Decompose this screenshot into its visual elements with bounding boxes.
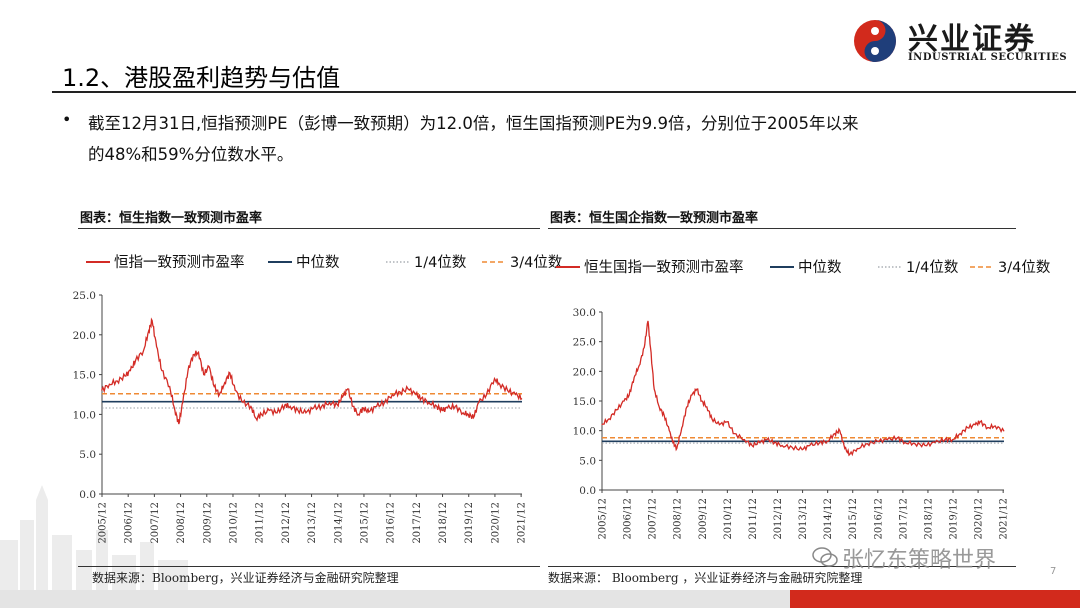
y-tick-label: 10.0 xyxy=(73,409,96,421)
x-tick-label: 2014/12 xyxy=(823,498,834,540)
legend-median-label: 中位数 xyxy=(296,254,340,271)
chart-2-top-rule xyxy=(548,228,1016,229)
x-tick-label: 2019/12 xyxy=(464,502,475,544)
x-tick-label: 2015/12 xyxy=(848,498,859,540)
skyline-decoration xyxy=(0,485,188,590)
y-tick-label: 15.0 xyxy=(573,396,596,408)
y-tick-label: 0.0 xyxy=(79,489,96,501)
x-tick-label: 2012/12 xyxy=(773,498,784,540)
y-tick-label: 5.0 xyxy=(79,449,96,461)
x-tick-label: 2010/12 xyxy=(723,498,734,540)
wechat-icon xyxy=(812,547,838,567)
chart-2-bottom-rule xyxy=(548,566,1016,567)
chart-1: 0.0 5.0 10.0 15.0 20.0 25.0 2005/12 2006/12 2007… xyxy=(73,254,563,544)
x-tick-label: 2011/12 xyxy=(255,502,266,544)
brand-name-en: INDUSTRIAL SECURITIES xyxy=(908,52,1068,63)
x-tick-label: 2018/12 xyxy=(438,502,449,544)
x-tick-label: 2006/12 xyxy=(623,498,634,540)
page-number: 7 xyxy=(1050,566,1057,577)
series-line xyxy=(101,317,523,425)
y-tick-label: 30.0 xyxy=(573,307,596,319)
y-tick-label: 25.0 xyxy=(573,337,596,349)
legend-q3-label: 3/4位数 xyxy=(510,254,563,271)
x-tick-label: 2009/12 xyxy=(202,502,213,544)
chart-2: 0.0 5.0 10.0 15.0 20.0 25.0 30.0 2005/12 2006/12… xyxy=(556,259,1051,540)
x-tick-label: 2005/12 xyxy=(597,498,608,540)
brand-name-cn: 兴业证券 xyxy=(908,22,1036,57)
legend-series-label: 恒生国指一致预测市盈率 xyxy=(584,259,744,276)
x-tick-label: 2020/12 xyxy=(490,502,501,544)
legend-q1-label: 1/4位数 xyxy=(414,254,467,271)
legend-q3-label: 3/4位数 xyxy=(998,259,1051,276)
x-tick-label: 2020/12 xyxy=(974,498,985,540)
chart-1-source: 数据来源：Bloomberg，兴业证券经济与金融研究院整理 xyxy=(92,571,399,585)
y-tick-label: 0.0 xyxy=(579,485,596,497)
x-tick-label: 2006/12 xyxy=(124,502,135,544)
x-tick-label: 2018/12 xyxy=(923,498,934,540)
x-tick-label: 2008/12 xyxy=(673,498,684,540)
legend-median-label: 中位数 xyxy=(798,259,842,276)
legend-series-label: 恒指一致预测市盈率 xyxy=(114,254,245,271)
bullet-text: 截至12月31日,恒指预测PE（彭博一致预期）为12.0倍，恒生国指预测PE为9… xyxy=(88,108,1028,170)
x-tick-label: 2016/12 xyxy=(873,498,884,540)
x-tick-label: 2017/12 xyxy=(412,502,423,544)
bullet-line-2: 的48%和59%分位数水平。 xyxy=(88,145,294,164)
bullet-marker: • xyxy=(62,110,72,129)
chart-1-title: 图表：恒生指数一致预测市盈率 xyxy=(80,211,263,226)
y-tick-label: 20.0 xyxy=(573,366,596,378)
x-tick-label: 2012/12 xyxy=(281,502,292,544)
x-tick-label: 2017/12 xyxy=(898,498,909,540)
watermark-text: 张忆东策略世界 xyxy=(842,548,997,573)
x-tick-label: 2007/12 xyxy=(150,502,161,544)
x-tick-label: 2019/12 xyxy=(949,498,960,540)
x-tick-label: 2021/12 xyxy=(999,498,1010,540)
x-tick-label: 2007/12 xyxy=(648,498,659,540)
x-tick-label: 2016/12 xyxy=(386,502,397,544)
x-tick-label: 2009/12 xyxy=(698,498,709,540)
series-line xyxy=(601,320,1005,457)
y-tick-label: 15.0 xyxy=(73,370,96,382)
x-tick-label: 2021/12 xyxy=(517,502,528,544)
chart-2-title: 图表：恒生国企指数一致预测市盈率 xyxy=(550,211,759,226)
chart-2-source: 数据来源： Bloomberg ，兴业证券经济与金融研究院整理 xyxy=(548,571,863,585)
x-tick-label: 2015/12 xyxy=(359,502,370,544)
title-divider xyxy=(52,91,1076,93)
x-tick-label: 2014/12 xyxy=(333,502,344,544)
footer-accent-bar xyxy=(790,590,1080,608)
brand-logo: 兴业证券 INDUSTRIAL SECURITIES xyxy=(852,14,1072,66)
chart-1-bottom-rule xyxy=(78,566,540,567)
y-tick-label: 25.0 xyxy=(73,290,96,302)
x-tick-label: 2013/12 xyxy=(307,502,318,544)
y-tick-label: 20.0 xyxy=(73,330,96,342)
brand-mark-icon xyxy=(854,20,896,62)
bullet-line-1: 截至12月31日,恒指预测PE（彭博一致预期）为12.0倍，恒生国指预测PE为9… xyxy=(88,114,859,133)
x-tick-label: 2008/12 xyxy=(176,502,187,544)
page-title: 1.2、港股盈利趋势与估值 xyxy=(62,64,341,92)
x-tick-label: 2013/12 xyxy=(798,498,809,540)
x-tick-label: 2005/12 xyxy=(97,502,108,544)
chart-1-top-rule xyxy=(78,228,540,229)
y-tick-label: 10.0 xyxy=(573,426,596,438)
y-tick-label: 5.0 xyxy=(579,455,596,467)
x-tick-label: 2011/12 xyxy=(748,498,759,540)
legend-q1-label: 1/4位数 xyxy=(906,259,959,276)
x-tick-label: 2010/12 xyxy=(228,502,239,544)
